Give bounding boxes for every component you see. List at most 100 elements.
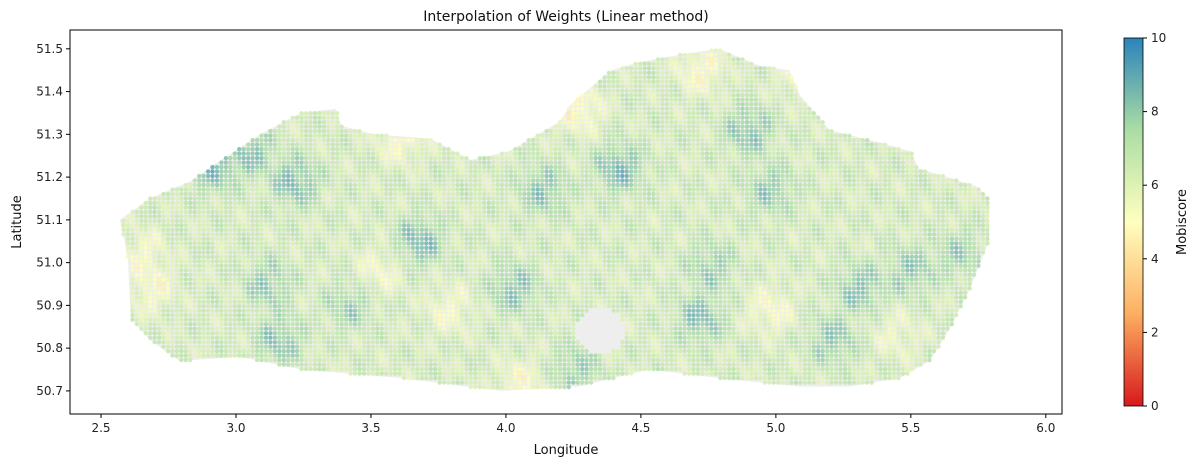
data-point	[179, 290, 184, 295]
data-point	[459, 299, 464, 304]
data-point	[749, 376, 754, 381]
data-point	[495, 326, 500, 331]
data-point	[958, 259, 963, 264]
data-point	[384, 290, 389, 295]
data-point	[397, 313, 402, 318]
data-point	[442, 250, 447, 255]
data-point	[330, 268, 335, 273]
data-point	[865, 254, 870, 259]
data-point	[174, 281, 179, 286]
data-point	[477, 250, 482, 255]
data-point	[286, 317, 291, 322]
data-point	[633, 326, 638, 331]
data-point	[170, 304, 175, 309]
data-point	[673, 254, 678, 259]
data-point	[486, 290, 491, 295]
data-point	[740, 254, 745, 259]
data-point	[606, 367, 612, 372]
data-point	[589, 380, 594, 385]
data-point	[544, 272, 549, 277]
data-point	[174, 286, 179, 291]
data-point	[825, 362, 830, 367]
data-point	[437, 290, 442, 295]
data-point	[379, 254, 384, 259]
data-point	[517, 322, 522, 327]
data-point	[535, 371, 540, 376]
data-point	[838, 353, 843, 358]
data-point	[883, 286, 888, 291]
data-point	[874, 308, 879, 313]
data-point	[851, 326, 857, 331]
data-point	[437, 371, 442, 376]
data-point	[531, 326, 536, 331]
data-point	[624, 277, 629, 282]
data-point	[522, 317, 527, 322]
data-point	[410, 295, 415, 300]
data-point	[393, 250, 398, 255]
data-point	[268, 358, 273, 363]
data-point	[415, 304, 420, 309]
data-point	[776, 295, 781, 300]
data-point	[290, 317, 295, 322]
data-point	[802, 358, 808, 363]
data-point	[499, 277, 505, 282]
data-point	[807, 358, 812, 363]
data-point	[856, 317, 861, 322]
data-point	[736, 349, 741, 354]
data-point	[736, 268, 741, 273]
data-point	[535, 295, 540, 300]
data-point	[308, 254, 313, 259]
data-point	[860, 380, 865, 385]
data-point	[762, 371, 767, 376]
data-point	[820, 349, 825, 354]
data-point	[883, 254, 888, 259]
data-point	[829, 317, 834, 322]
data-point	[442, 281, 447, 286]
data-point	[829, 335, 834, 340]
data-point	[375, 362, 380, 367]
data-point	[508, 268, 513, 273]
data-point	[914, 344, 919, 349]
data-point	[660, 340, 665, 345]
data-point	[847, 353, 852, 358]
data-point	[936, 335, 941, 340]
data-point	[562, 376, 567, 381]
data-point	[744, 353, 750, 358]
data-point	[580, 362, 585, 367]
data-point	[188, 295, 193, 300]
data-point	[241, 290, 246, 295]
data-point	[304, 335, 309, 340]
data-point	[856, 295, 861, 300]
data-point	[638, 268, 643, 273]
data-point	[722, 299, 727, 304]
data-point	[379, 326, 384, 331]
data-point	[793, 367, 799, 372]
data-point	[825, 367, 830, 372]
data-point	[348, 317, 353, 322]
data-point	[932, 259, 937, 264]
data-point	[152, 290, 157, 295]
data-point	[544, 335, 549, 340]
data-point	[557, 281, 563, 286]
data-point	[655, 304, 661, 309]
data-point	[544, 385, 549, 390]
data-point	[379, 340, 384, 345]
data-point	[522, 272, 527, 277]
data-point	[865, 299, 870, 304]
data-point	[820, 367, 825, 372]
data-point	[963, 254, 968, 259]
data-point	[482, 349, 487, 354]
data-point	[629, 335, 634, 340]
data-point	[455, 250, 460, 255]
data-point	[620, 349, 625, 354]
data-point	[268, 317, 273, 322]
data-point	[878, 299, 883, 304]
data-point	[847, 326, 852, 331]
data-point	[406, 268, 411, 273]
data-point	[281, 322, 286, 327]
data-point	[736, 308, 741, 313]
data-point	[473, 317, 478, 322]
data-point	[883, 349, 888, 354]
data-point	[580, 344, 585, 349]
data-point	[393, 286, 398, 291]
